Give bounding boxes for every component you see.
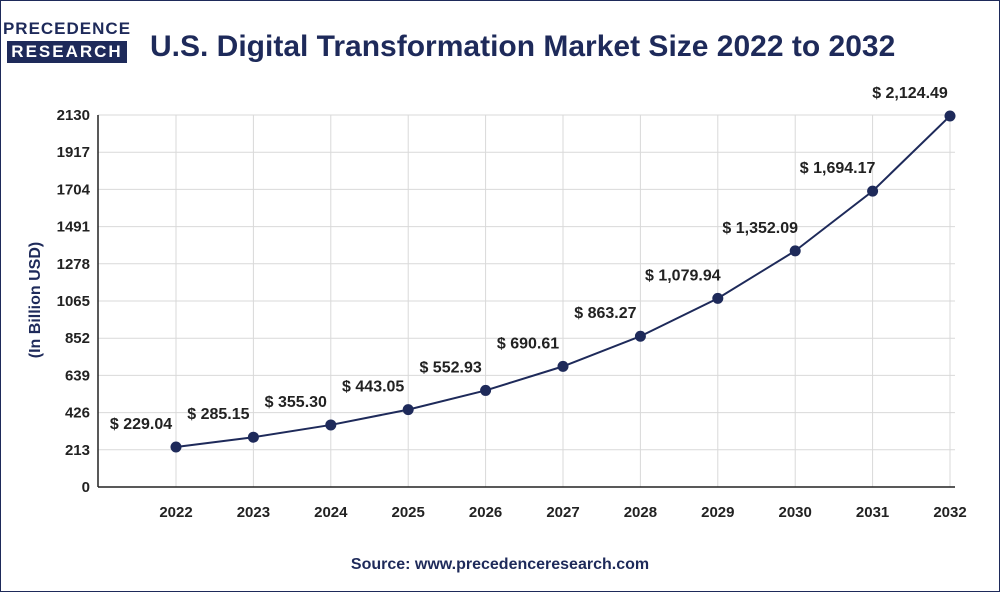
x-tick-label: 2025 bbox=[392, 504, 425, 521]
y-tick-label: 0 bbox=[82, 479, 90, 496]
data-label: $ 355.30 bbox=[265, 394, 327, 411]
data-point bbox=[480, 384, 492, 396]
y-tick-label: 426 bbox=[65, 405, 90, 422]
data-point bbox=[402, 404, 414, 416]
y-tick-label: 1065 bbox=[57, 293, 90, 310]
x-tick-label: 2031 bbox=[856, 504, 889, 521]
x-tick-label: 2029 bbox=[701, 504, 734, 521]
data-label: $ 863.27 bbox=[574, 305, 636, 322]
x-tick-label: 2032 bbox=[933, 504, 966, 521]
x-tick-label: 2030 bbox=[779, 504, 812, 521]
x-tick-label: 2028 bbox=[624, 504, 657, 521]
data-label: $ 443.05 bbox=[342, 379, 404, 396]
y-tick-label: 639 bbox=[65, 367, 90, 384]
data-label: $ 552.93 bbox=[419, 359, 481, 376]
y-tick-label: 1917 bbox=[57, 144, 90, 161]
x-tick-label: 2024 bbox=[314, 504, 348, 521]
data-label: $ 1,079.94 bbox=[645, 267, 721, 284]
data-label: $ 690.61 bbox=[497, 335, 559, 352]
data-point bbox=[170, 441, 182, 453]
y-tick-label: 852 bbox=[65, 330, 90, 347]
data-point bbox=[557, 360, 569, 372]
x-tick-label: 2022 bbox=[159, 504, 192, 521]
data-point bbox=[867, 185, 879, 197]
data-point bbox=[944, 110, 956, 122]
y-tick-label: 2130 bbox=[57, 107, 90, 124]
data-point bbox=[247, 431, 259, 443]
x-tick-label: 2026 bbox=[469, 504, 502, 521]
data-label: $ 1,694.17 bbox=[800, 160, 876, 177]
data-point bbox=[634, 330, 646, 342]
data-point bbox=[712, 292, 724, 304]
precedence-research-logo: PRECEDENCE RESEARCH bbox=[3, 12, 130, 70]
data-label: $ 2,124.49 bbox=[872, 85, 948, 102]
x-tick-label: 2023 bbox=[237, 504, 270, 521]
data-label: $ 285.15 bbox=[187, 406, 249, 423]
data-label: $ 229.04 bbox=[110, 416, 172, 433]
logo-text-top: PRECEDENCE bbox=[2, 19, 132, 38]
logo-text-bottom: RESEARCH bbox=[7, 41, 127, 63]
y-tick-label: 1491 bbox=[57, 219, 90, 236]
source-note: Source: www.precedenceresearch.com bbox=[350, 556, 650, 573]
y-tick-label: 1278 bbox=[57, 256, 90, 273]
y-tick-label: 1704 bbox=[57, 181, 91, 198]
data-point bbox=[789, 245, 801, 257]
y-tick-label: 213 bbox=[65, 442, 90, 459]
y-axis-title: (In Billion USD) bbox=[27, 242, 44, 358]
x-tick-label: 2027 bbox=[546, 504, 579, 521]
chart-title: U.S. Digital Transformation Market Size … bbox=[150, 30, 896, 63]
data-point bbox=[325, 419, 337, 431]
data-label: $ 1,352.09 bbox=[722, 220, 798, 237]
